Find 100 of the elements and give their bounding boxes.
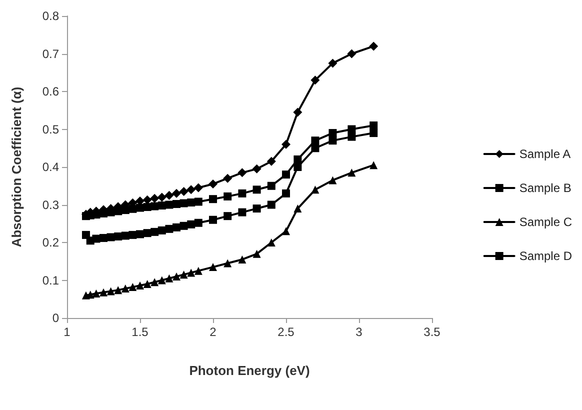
point	[224, 259, 232, 268]
point	[328, 58, 338, 68]
point	[266, 156, 276, 166]
point	[165, 274, 174, 282]
point	[180, 270, 188, 279]
y-tick-label: 0.1	[42, 273, 60, 288]
point	[209, 195, 217, 204]
x-tick-label: 1.5	[132, 325, 149, 339]
point	[348, 168, 356, 177]
x-tick-label: 1	[64, 325, 71, 339]
point	[252, 186, 261, 194]
point	[252, 204, 261, 213]
point	[282, 170, 290, 179]
point	[328, 129, 337, 138]
point	[186, 185, 196, 194]
point	[209, 216, 217, 224]
y-tick-label: 0.8	[42, 9, 60, 23]
point	[172, 188, 181, 198]
point	[194, 218, 202, 227]
point	[282, 227, 290, 236]
point	[267, 182, 276, 190]
legend-label: Sample D	[519, 249, 572, 263]
x-tick-label: 3.5	[424, 325, 441, 339]
point	[157, 192, 166, 202]
point	[348, 125, 356, 134]
point	[92, 234, 100, 243]
point	[165, 200, 174, 209]
point	[165, 224, 174, 233]
point	[114, 232, 122, 240]
point	[136, 282, 144, 290]
point	[370, 121, 378, 130]
point	[294, 163, 302, 171]
point	[136, 230, 144, 238]
point	[311, 186, 320, 194]
point	[128, 204, 137, 213]
point	[100, 234, 108, 242]
point	[370, 161, 378, 170]
point	[267, 238, 276, 246]
point	[172, 223, 180, 232]
point	[311, 144, 320, 152]
point	[172, 272, 180, 280]
point	[209, 263, 217, 272]
point	[238, 208, 246, 216]
point	[143, 280, 152, 288]
point	[267, 200, 276, 209]
point	[293, 108, 302, 117]
point	[136, 204, 144, 212]
point	[142, 195, 152, 204]
point	[310, 76, 320, 85]
point	[238, 255, 246, 264]
legend-label: Sample B	[519, 181, 572, 195]
point	[114, 286, 122, 294]
point	[328, 176, 337, 184]
x-tick-label: 3	[356, 325, 363, 339]
point	[106, 287, 115, 296]
x-axis-title: Photon Energy (eV)	[189, 363, 310, 378]
y-axis-title: Absorption Coefficient (α)	[9, 86, 24, 248]
y-tick-label: 0.5	[42, 122, 60, 136]
point	[224, 212, 232, 220]
point	[311, 136, 320, 145]
point	[179, 187, 188, 196]
point	[158, 276, 166, 284]
point	[150, 228, 159, 236]
x-tick-label: 2	[210, 325, 217, 339]
point	[328, 136, 337, 145]
y-tick-label: 0.7	[42, 46, 60, 61]
point	[180, 222, 188, 230]
point	[238, 189, 246, 198]
point	[282, 140, 290, 149]
point	[187, 220, 196, 228]
legend-label: Sample A	[519, 147, 571, 161]
point	[347, 49, 356, 58]
point	[100, 288, 108, 296]
point	[208, 179, 218, 188]
point	[223, 174, 232, 183]
point	[121, 284, 130, 293]
point	[187, 198, 196, 206]
point	[252, 164, 262, 174]
point	[158, 226, 166, 234]
point	[128, 283, 137, 292]
point	[194, 266, 202, 275]
point	[194, 183, 203, 192]
x-tick-label: 2.5	[278, 325, 295, 339]
point	[238, 168, 247, 178]
point	[92, 289, 100, 298]
y-tick-label: 0.3	[42, 198, 60, 212]
point	[224, 192, 232, 200]
point	[369, 42, 378, 51]
point	[150, 278, 159, 286]
point	[187, 268, 196, 277]
point	[348, 132, 356, 141]
y-tick-label: 0	[52, 311, 60, 325]
point	[128, 230, 137, 239]
point	[150, 202, 159, 210]
y-tick-label: 0.4	[42, 160, 60, 174]
point	[252, 250, 261, 258]
y-tick-label: 0.2	[42, 236, 60, 250]
point	[282, 189, 290, 198]
y-tick-label: 0.6	[42, 84, 60, 98]
point	[294, 204, 302, 213]
